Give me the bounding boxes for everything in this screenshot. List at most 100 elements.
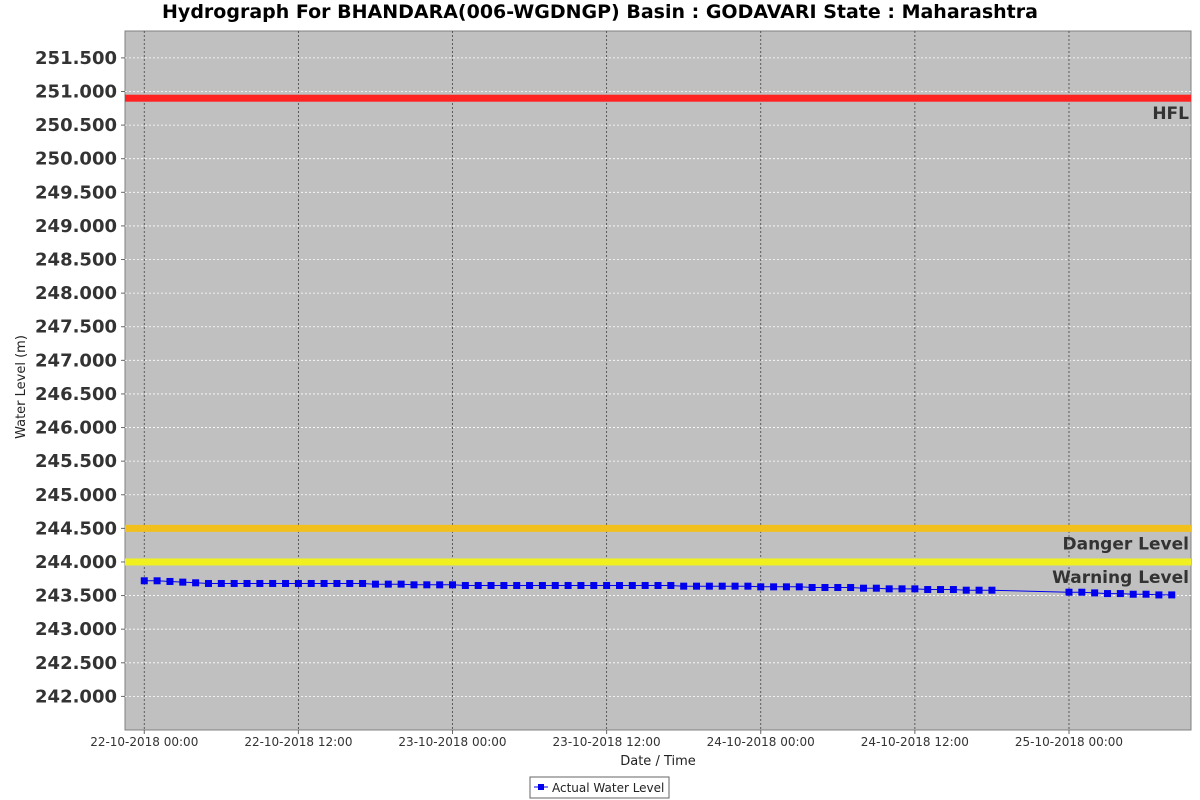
y-tick-label: 242.500 [35, 653, 117, 674]
y-tick-label: 246.000 [35, 418, 117, 439]
y-axis-ticks: 242.000 242.500 243.000 243.500 244.000 244.5… [35, 48, 125, 707]
y-tick-label: 248.500 [35, 250, 117, 271]
x-tick-label: 24-10-2018 00:00 [707, 735, 815, 749]
legend-label: Actual Water Level [552, 781, 664, 795]
reference-label-warning-level: Warning Level [1052, 568, 1189, 588]
data-point [333, 579, 341, 587]
data-point [243, 579, 251, 587]
data-point [474, 581, 482, 589]
y-tick-label: 251.500 [35, 48, 117, 69]
y-tick-label: 249.500 [35, 182, 117, 203]
data-point [770, 583, 778, 591]
data-point [256, 579, 264, 587]
legend-marker [538, 784, 544, 790]
y-tick-label: 249.000 [35, 216, 117, 237]
reference-line-danger-level [125, 524, 1191, 532]
data-point [551, 581, 559, 589]
data-point [641, 581, 649, 589]
series-line [144, 580, 1172, 596]
data-point [564, 581, 572, 589]
data-point [680, 582, 688, 590]
data-point [166, 577, 174, 585]
data-point [1168, 591, 1176, 599]
data-point [282, 579, 290, 587]
x-tick-label: 23-10-2018 12:00 [553, 735, 661, 749]
y-tick-label: 248.000 [35, 283, 117, 304]
data-point [872, 584, 880, 592]
plot-area [124, 30, 1192, 731]
data-point [526, 581, 534, 589]
reference-label-hfl: HFL [1152, 104, 1189, 124]
y-tick-label: 247.000 [35, 350, 117, 371]
y-tick-label: 247.500 [35, 317, 117, 338]
data-point [384, 580, 392, 588]
data-point [898, 585, 906, 593]
data-point [693, 582, 701, 590]
data-point [577, 581, 585, 589]
data-point [667, 581, 675, 589]
y-tick-label: 245.500 [35, 451, 117, 472]
data-point [911, 585, 919, 593]
data-point [204, 579, 212, 587]
data-point [397, 580, 405, 588]
data-point [718, 582, 726, 590]
data-point [808, 584, 816, 592]
data-point [859, 584, 867, 592]
data-point [1091, 589, 1099, 597]
grid-lines [125, 31, 1191, 730]
y-tick-label: 250.000 [35, 149, 117, 170]
chart-title: Hydrograph For BHANDARA(006-WGDNGP) Basi… [162, 1, 1038, 23]
data-point [1116, 590, 1124, 598]
data-point [538, 581, 546, 589]
y-tick-label: 250.500 [35, 115, 117, 136]
data-point [320, 579, 328, 587]
data-point [461, 581, 469, 589]
data-point [590, 581, 598, 589]
data-point [294, 579, 302, 587]
data-point [192, 579, 200, 587]
reference-lines: HFL Danger Level Warning Level [125, 94, 1191, 588]
data-point [705, 582, 713, 590]
data-point [924, 586, 932, 594]
data-point [269, 579, 277, 587]
data-point [307, 579, 315, 587]
data-point [731, 582, 739, 590]
data-point [782, 583, 790, 591]
data-point [615, 581, 623, 589]
data-point [1104, 590, 1112, 598]
data-point [500, 581, 508, 589]
data-point [628, 581, 636, 589]
legend-box [529, 776, 670, 799]
data-point [603, 581, 611, 589]
data-point [795, 583, 803, 591]
y-tick-label: 244.500 [35, 518, 117, 539]
reference-label-danger-level: Danger Level [1063, 534, 1190, 554]
reference-line-warning-level [125, 558, 1191, 566]
data-point [179, 578, 187, 586]
data-point [487, 581, 495, 589]
y-tick-label: 246.500 [35, 384, 117, 405]
data-point [949, 586, 957, 594]
data-point [410, 581, 418, 589]
data-point [153, 577, 161, 585]
data-point [885, 585, 893, 593]
data-point [821, 584, 829, 592]
data-point [962, 586, 970, 594]
y-tick-label: 243.500 [35, 586, 117, 607]
data-point [449, 581, 457, 589]
data-point [1065, 588, 1073, 596]
y-tick-label: 242.000 [35, 686, 117, 707]
y-tick-label: 251.000 [35, 81, 117, 102]
x-tick-label: 25-10-2018 00:00 [1015, 735, 1123, 749]
y-tick-label: 245.000 [35, 485, 117, 506]
x-tick-label: 22-10-2018 12:00 [244, 735, 352, 749]
data-point [423, 581, 431, 589]
series-actual-water-level [140, 577, 1176, 599]
data-point [436, 581, 444, 589]
x-tick-label: 24-10-2018 12:00 [861, 735, 969, 749]
data-point [1142, 590, 1150, 598]
legend: Actual Water Level [529, 776, 670, 799]
data-point [371, 580, 379, 588]
data-point [513, 581, 521, 589]
